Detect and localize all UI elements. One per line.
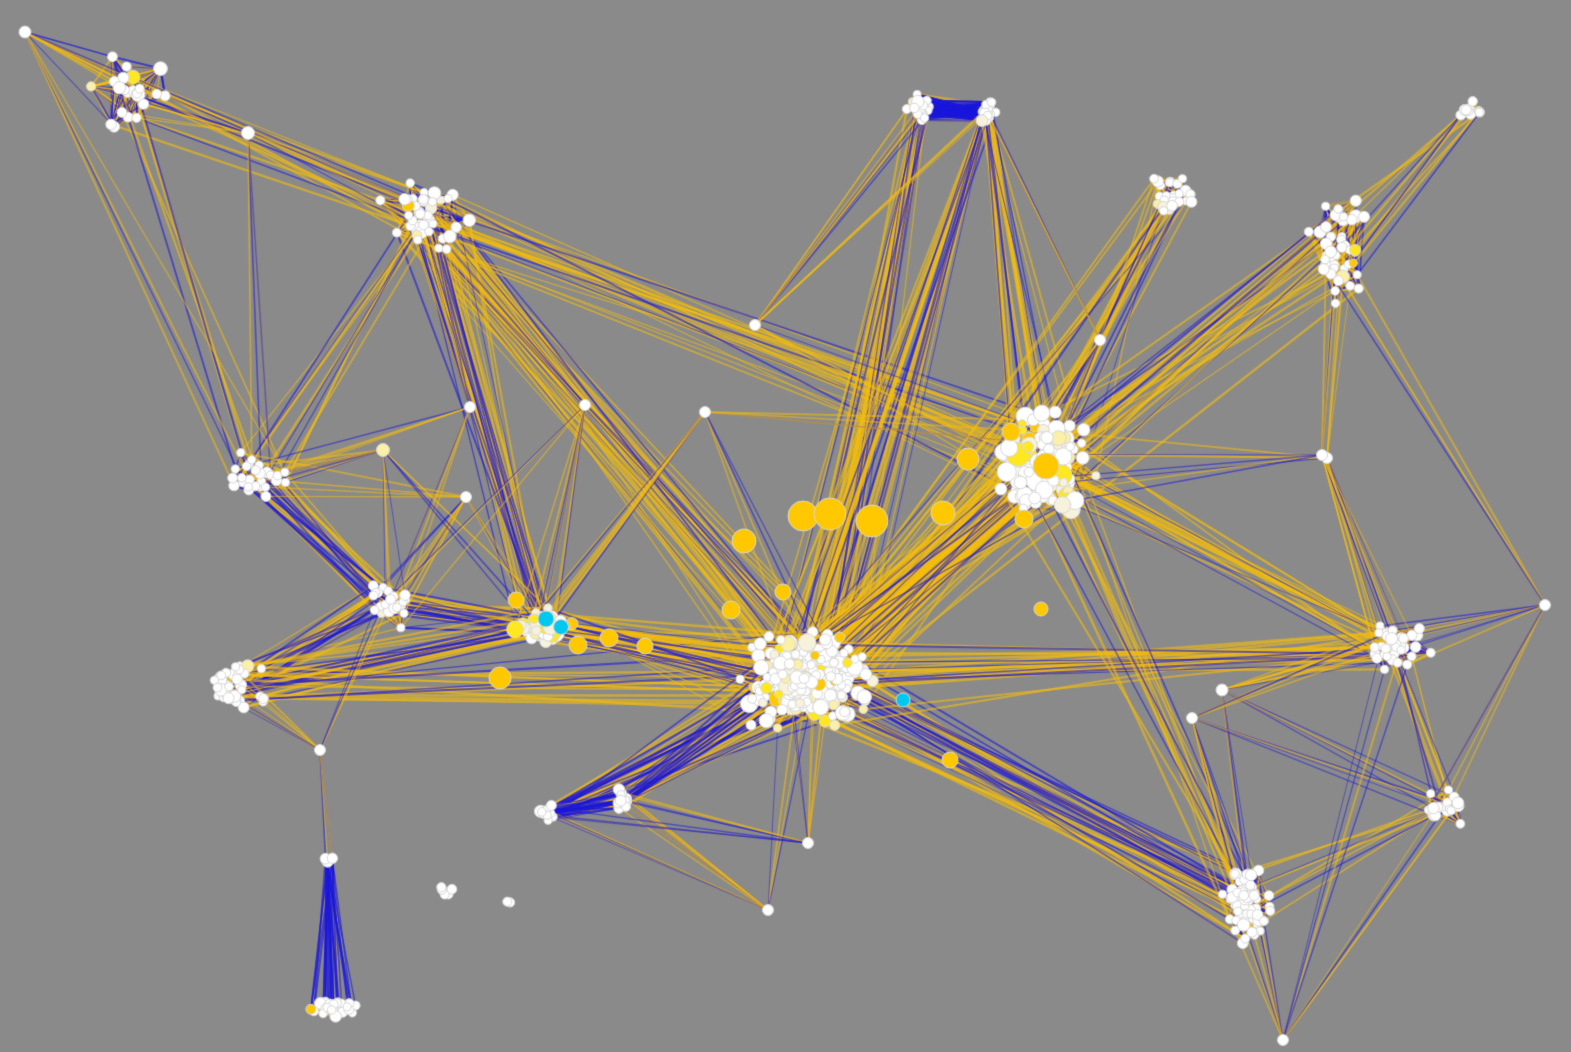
network-graph-visualization[interactable] bbox=[0, 0, 1571, 1052]
graph-canvas[interactable] bbox=[0, 0, 1571, 1052]
